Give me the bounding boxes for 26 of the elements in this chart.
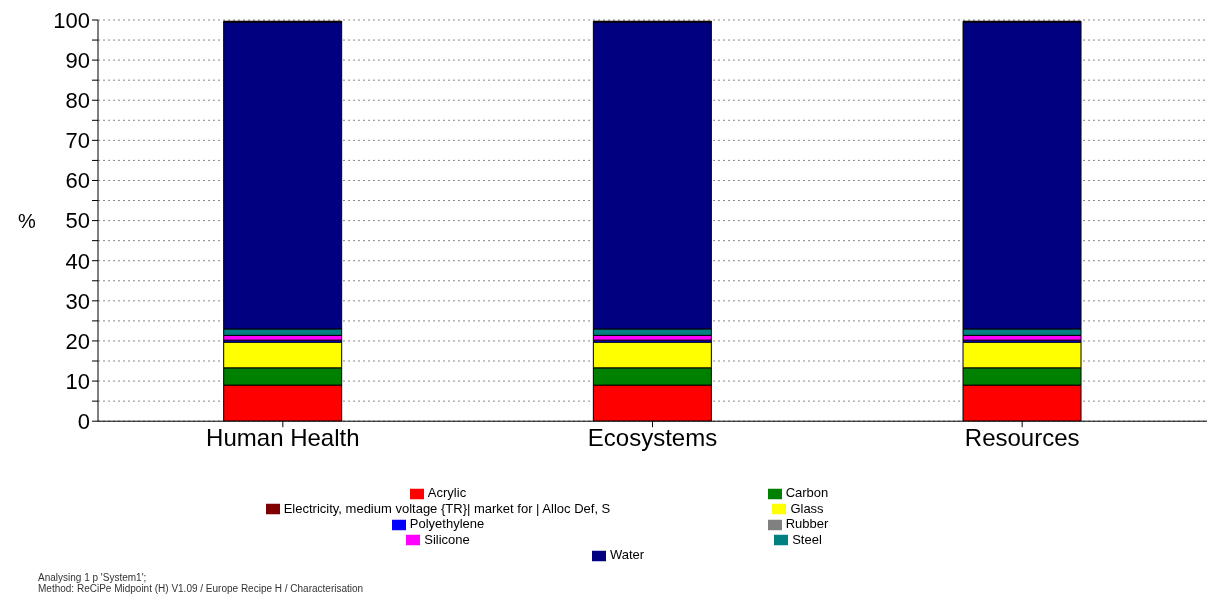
text: Analysing 1 p 'System1'; [38, 572, 147, 583]
y-tick-label: 20 [65, 328, 90, 354]
y-tick-label: 10 [65, 368, 90, 394]
legend-label: Glass [790, 500, 824, 516]
legend-label: Rubber [785, 516, 829, 532]
legend-label: Steel [792, 531, 822, 547]
y-tick-label: 40 [65, 248, 90, 274]
y-tick-label: 100 [53, 7, 90, 33]
y-tick-label: 70 [65, 128, 90, 154]
x-tick-label: Human Health [206, 424, 360, 452]
legend-label: Acrylic [427, 485, 467, 501]
y-tick-label: 50 [65, 208, 90, 234]
legend-label: Polyethylene [409, 516, 485, 532]
text: Method: ReCiPe Midpoint (H) V1.09 / Europe Recipe H / Characterisation [38, 583, 365, 594]
x-tick-label: Resources [964, 424, 1080, 452]
y-tick-label: 80 [65, 88, 90, 114]
legend-label: Silicone [424, 531, 470, 547]
x-tick-label: Ecosystems [587, 424, 718, 452]
y-tick-label: 90 [65, 47, 90, 73]
legend-label: Carbon [785, 485, 829, 501]
y-tick-label: 0 [77, 409, 90, 434]
legend-label: Electricity, medium voltage {TR}| market for | Alloc Def, S [283, 500, 611, 516]
legend-label: Water [609, 547, 645, 563]
y-tick-label: 30 [65, 288, 90, 314]
y-tick-label: 60 [65, 168, 90, 194]
y-axis-title: % [18, 209, 36, 232]
